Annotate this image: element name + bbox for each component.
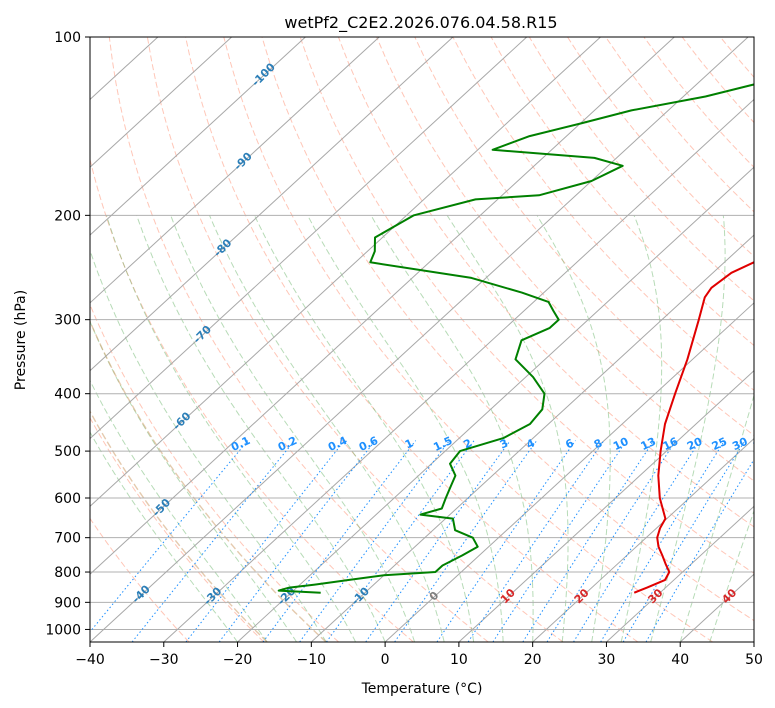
moist-adiabat [370,215,534,642]
mixing-ratio-label: 16 [661,435,681,453]
mixing-ratio-line [131,440,295,642]
moist-adiabat [446,215,569,642]
dry-adiabat [90,517,190,642]
dry-adiabat [90,303,339,642]
isotherm-line [90,37,306,236]
x-tick-label: 50 [745,652,763,668]
x-tick-label: −30 [149,652,179,668]
y-tick-label: 300 [54,313,81,329]
isotherm-line [384,302,754,642]
moist-adiabat [679,393,754,642]
x-tick-label: 0 [381,652,390,668]
x-tick-label: −20 [223,652,253,668]
mixing-ratio-label: 36 [751,435,771,453]
dry-adiabat [376,37,754,482]
moist-adiabat [709,509,754,642]
moist-adiabat [90,248,327,642]
moist-adiabat [254,215,475,642]
isotherm-line [90,37,675,575]
mixing-ratio-line [622,440,746,642]
isotherm-line [90,37,749,642]
isotherm-line [237,166,754,642]
moist-adiabat [136,215,386,642]
y-tick-label: 200 [54,208,81,224]
plot-frame [89,36,755,643]
x-tick-label: 20 [524,652,542,668]
moist-adiabat [106,215,357,642]
isotherm-line [163,98,754,642]
isotherm-line [90,37,232,168]
mixing-ratio-line [467,440,605,642]
y-tick-label: 500 [54,444,81,460]
mixing-ratio-line [90,440,249,633]
mixing-ratio-label: 13 [639,435,658,453]
moist-adiabat [650,215,726,642]
y-tick-label: 800 [54,565,81,581]
temperature-line [633,261,754,594]
isotherm-line [90,37,601,508]
mixing-ratio-line [394,440,538,642]
isotherm-line [90,37,380,304]
mixing-ratio-line [600,440,726,642]
reference-curve [90,410,268,642]
y-axis-title: Pressure (hPa) [13,290,29,390]
dry-adiabat [90,416,265,642]
dry-adiabat [414,37,754,437]
x-axis-title: Temperature (°C) [361,681,483,697]
moist-adiabat [170,215,416,642]
mixing-ratio-line [522,440,655,642]
isotherm-line [310,234,754,642]
y-axis: 1000 900 800 700 600 500 400 300 200 100 [45,30,90,638]
y-tick-label: 100 [54,30,81,46]
dry-adiabat [146,37,564,642]
isotherm-line [532,437,754,642]
moist-adiabat [209,215,445,642]
dry-adiabat [108,37,489,642]
chart-title: wetPf2_C2E2.2026.076.04.58.R15 [284,13,557,33]
y-tick-label: 400 [54,387,81,403]
mixing-ratio-line [436,440,576,642]
mixing-ratio-line [645,458,754,642]
dry-adiabat [261,37,754,622]
mixing-ratio-line [185,440,345,642]
isotherm-line [458,370,754,642]
moist-adiabat [536,215,611,642]
x-axis: −40 −30 −20 −10 0 10 20 30 40 50 [75,642,763,668]
x-tick-label: 30 [598,652,616,668]
plot-area: 0.10.20.40.611.52346810131620253036-100-… [90,37,771,642]
y-tick-label: 700 [54,531,81,547]
dry-adiabat [299,37,754,575]
y-tick-label: 900 [54,595,81,611]
isotherm-line [606,505,754,642]
dry-adiabat [185,37,639,642]
mixing-ratio-label: 20 [685,435,705,453]
moist-adiabat [620,215,663,642]
moist-adiabat [90,379,268,642]
isotherm-line [90,37,528,440]
x-tick-label: −40 [75,652,105,668]
dry-adiabat [528,37,754,302]
dry-adiabat [452,37,754,391]
moist-adiabat [90,431,238,642]
mixing-ratio-line [492,440,627,642]
mixing-ratio-line [546,440,677,642]
mixing-ratio-line [573,440,701,642]
mixing-ratio-label: 25 [710,435,729,453]
isotherm-line [90,37,454,372]
x-tick-label: −10 [297,652,327,668]
mixing-ratio-label: 30 [730,435,750,453]
dry-adiabat [337,37,754,528]
x-tick-label: 10 [450,652,468,668]
y-tick-label: 600 [54,491,81,507]
moist-adiabat [307,215,504,642]
dewpoint-line [277,83,754,594]
y-tick-label: 1000 [45,622,81,638]
mixing-ratio-label: 10 [611,435,631,453]
mixing-ratio-line [325,440,475,642]
x-tick-label: 40 [671,652,689,668]
mixing-ratio-line [299,440,450,642]
